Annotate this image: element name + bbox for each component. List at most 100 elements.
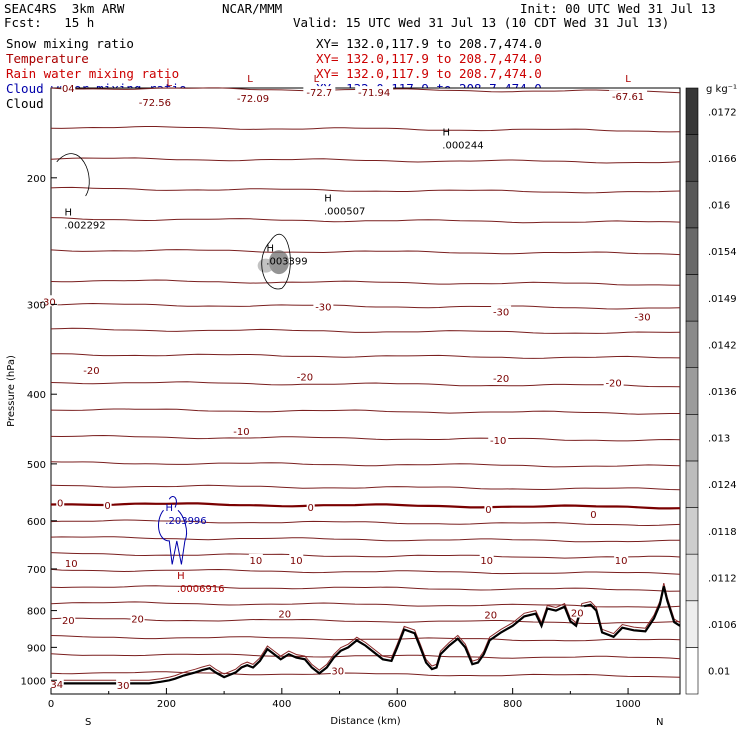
colorbar-swatch	[685, 414, 699, 462]
temperature-label: 20	[571, 609, 584, 620]
org-label: NCAR/MMM	[222, 1, 283, 16]
isotherm-line	[50, 653, 681, 660]
colorbar-swatch	[685, 553, 699, 602]
temperature-label-bg	[64, 557, 79, 569]
x-tick-label: 1000	[615, 699, 640, 710]
temperature-label: -20	[493, 374, 509, 385]
extremum-marker: H	[166, 503, 174, 514]
temperature-label: -72.56	[139, 98, 171, 109]
isotherm-line	[50, 601, 681, 608]
colorbar-level-label: .0172	[708, 107, 737, 118]
temperature-label: 0	[307, 503, 313, 514]
south-label: S	[85, 717, 91, 728]
terrain-line	[51, 586, 681, 685]
valid-time: Valid: 15 UTC Wed 31 Jul 13 (10 CDT Wed …	[293, 15, 670, 30]
temperature-label: 34	[50, 680, 63, 691]
colorbar-swatch	[685, 647, 699, 695]
temperature-label-bg	[609, 90, 648, 102]
north-label: N	[656, 717, 663, 728]
colorbar-level-label: .0124	[708, 480, 737, 491]
x-tick-label: 0	[48, 699, 54, 710]
temperature-label: -72.09	[237, 94, 269, 105]
temperature-label-bg	[488, 433, 509, 445]
legend-field-xy: XY= 132.0,117.9 to 208.7,474.0	[316, 36, 542, 51]
temperature-label: 30	[117, 681, 130, 692]
temperature-label-bg	[130, 612, 145, 624]
y-tick-label: 600	[27, 517, 46, 528]
temperature-label-bg	[306, 500, 315, 512]
extremum-marker: H	[267, 243, 275, 254]
isotherm-line	[50, 434, 681, 442]
isotherm-line	[50, 671, 681, 678]
snow-max-blob	[268, 250, 289, 275]
x-tick-label: 200	[157, 699, 176, 710]
cloud-water-contour	[158, 509, 188, 565]
isotherm-line	[50, 484, 681, 491]
temperature-label: -30	[315, 302, 331, 313]
isotherm-line	[50, 249, 681, 256]
temperature-label-bg	[135, 96, 174, 108]
x-tick-label: 400	[272, 699, 291, 710]
temperature-label-bg	[81, 363, 102, 375]
y-tick-label: 900	[27, 643, 46, 654]
snow-contour	[56, 153, 90, 197]
y-tick-label: 200	[27, 174, 46, 185]
colorbar-level-label: .0166	[708, 154, 737, 165]
isotherm-line	[50, 617, 681, 624]
isotherm-line	[50, 519, 681, 527]
temperature-label-bg	[49, 677, 64, 689]
plot-frame	[50, 87, 681, 695]
temperature-label-bg	[603, 376, 624, 388]
legend-field-name: Temperature	[6, 51, 89, 66]
temperature-label-bg	[355, 86, 394, 98]
isotherm-group	[50, 87, 681, 678]
temperature-label-bg	[483, 608, 498, 620]
extremum-value: .000507	[324, 207, 365, 218]
isotherm-line	[50, 461, 681, 468]
extremum-marker: H	[177, 571, 185, 582]
colorbar-level-label: .016	[708, 201, 730, 212]
colorbar-swatch	[685, 274, 699, 322]
temperature-label-bg	[248, 553, 263, 565]
colorbar-level-label: .0136	[708, 387, 737, 398]
isotherm-line	[50, 568, 681, 575]
extremum-value: .003399	[266, 256, 307, 267]
isotherm-line	[50, 635, 681, 642]
legend-field-xy: XY= 132.0,117.9 to 208.7,474.0	[316, 66, 542, 81]
temperature-label-bg	[491, 305, 512, 317]
temperature-label: -20	[83, 366, 99, 377]
colorbar-swatch	[685, 320, 699, 368]
isotherm-line	[50, 157, 681, 164]
temperature-label: 04	[62, 84, 75, 95]
colorbar-swatch	[685, 227, 699, 275]
temperature-label-bg	[303, 86, 336, 98]
extremum-marker: L	[625, 74, 631, 85]
colorbar-swatch	[685, 507, 699, 555]
temperature-label: 20	[131, 614, 144, 625]
extremum-marker: L	[314, 74, 320, 85]
temperature-label: -10	[490, 436, 506, 447]
extremum-marker: L	[167, 78, 173, 89]
forecast-hour: Fcst: 15 h	[4, 15, 95, 30]
temperature-label: 10	[480, 556, 493, 567]
temperature-label: 20	[278, 610, 291, 621]
isotherm-line	[50, 279, 681, 286]
temperature-label: 0	[104, 501, 110, 512]
temperature-label: 20	[62, 616, 75, 627]
temperature-label: 10	[290, 556, 303, 567]
isotherm-line	[50, 552, 681, 559]
y-tick-label: 700	[27, 565, 46, 576]
temperature-label-bg	[313, 300, 334, 312]
isotherm-line	[50, 502, 681, 510]
legend-field-name: Rain water mixing ratio	[6, 66, 180, 81]
init-time: Init: 00 UTC Wed 31 Jul 13	[520, 1, 716, 16]
extremum-marker: H	[65, 207, 73, 218]
temperature-label: -20	[297, 373, 313, 384]
isotherm-line	[50, 585, 681, 592]
temperature-label: -10	[233, 427, 249, 438]
isotherm-line	[50, 126, 681, 133]
isotherm-line	[50, 536, 680, 543]
colorbar-level-label: .013	[708, 434, 730, 445]
cloud-water-contour	[168, 496, 177, 508]
